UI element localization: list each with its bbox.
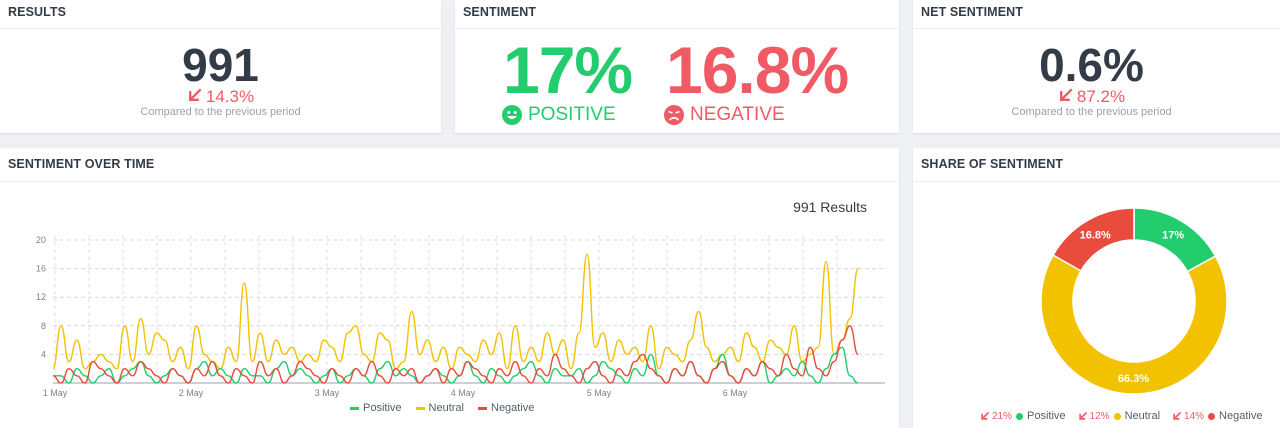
x-tick-label: 3 May	[315, 388, 340, 398]
net-sentiment-change: 87.2%	[913, 87, 1280, 107]
results-count-label: 991 Results	[793, 199, 867, 215]
legend-positive[interactable]: Positive	[350, 402, 402, 414]
negative-label: NEGATIVE	[664, 104, 785, 126]
donut-slice-label: 17%	[1162, 230, 1184, 242]
donut-slice-neutral[interactable]	[1040, 254, 1228, 395]
share-neutral-label: Neutral	[1124, 410, 1161, 422]
x-tick-label: 1 May	[43, 388, 68, 398]
results-card: RESULTS 991 14.3% Compared to the previo…	[0, 0, 441, 133]
share-donut-chart: 17% 66.3% 16.8%	[1040, 207, 1228, 395]
legend-positive-label: Positive	[363, 402, 402, 414]
share-positive-change: 21%	[992, 410, 1013, 422]
arrow-down-left-icon	[1059, 88, 1073, 102]
series-line-negative[interactable]	[52, 325, 859, 384]
sentiment-over-time-card: SENTIMENT OVER TIME 991 Results 4 8 12 16 20…	[0, 148, 899, 428]
share-of-sentiment-title: SHARE OF SENTIMENT	[913, 148, 1280, 182]
sentiment-card: SENTIMENT 17% 16.8% POSITIVE NEGATIVE	[455, 0, 899, 133]
legend-neutral[interactable]: Neutral	[415, 402, 464, 414]
net-sentiment-compare-text: Compared to the previous period	[1011, 106, 1172, 118]
x-tick-label: 6 May	[723, 388, 748, 398]
x-tick-label: 2 May	[179, 388, 204, 398]
arrow-down-left-icon	[188, 88, 202, 102]
share-legend: 21% Positive 12% Neutral 14% Negative	[980, 410, 1262, 422]
results-change-value: 14.3%	[205, 87, 255, 106]
legend-negative-label: Negative	[491, 402, 535, 414]
share-of-sentiment-card: SHARE OF SENTIMENT 17% 66.3% 16.8%	[913, 148, 1280, 428]
results-change: 14.3%	[0, 87, 441, 107]
share-neutral-change: 12%	[1089, 410, 1110, 422]
arrow-down-left-icon	[1078, 411, 1087, 420]
smile-icon	[502, 105, 522, 125]
sentiment-over-time-title: SENTIMENT OVER TIME	[0, 148, 899, 182]
donut-slice-label: 16.8%	[1080, 229, 1111, 241]
series-line-positive[interactable]	[52, 346, 859, 384]
y-tick-label: 8	[41, 321, 46, 331]
sentiment-line-chart: 4 8 12 16 20 1 May 2 May 3 May 4 May 5 May 6 May	[36, 235, 885, 398]
sentiment-title: SENTIMENT	[455, 0, 899, 29]
results-compare-text: Compared to the previous period	[140, 106, 301, 118]
y-tick-label: 12	[36, 292, 46, 302]
y-tick-label: 20	[36, 235, 46, 245]
arrow-down-left-icon	[1173, 411, 1182, 420]
line-chart-legend: Positive Neutral Negative	[350, 402, 548, 414]
frown-icon	[664, 105, 684, 125]
net-sentiment-card: NET SENTIMENT 0.6% 87.2% Compared to the…	[913, 0, 1280, 133]
positive-label-text: POSITIVE	[528, 104, 616, 125]
positive-percent: 17%	[503, 33, 633, 107]
net-sentiment-change-value: 87.2%	[1076, 87, 1126, 106]
share-legend-positive[interactable]: 21% Positive	[980, 410, 1066, 422]
x-tick-label: 4 May	[451, 388, 476, 398]
share-negative-change: 14%	[1184, 410, 1205, 422]
x-tick-label: 5 May	[587, 388, 612, 398]
results-title: RESULTS	[0, 0, 441, 29]
share-negative-label: Negative	[1219, 410, 1263, 422]
negative-label-text: NEGATIVE	[690, 104, 785, 125]
legend-negative[interactable]: Negative	[478, 402, 534, 414]
share-legend-negative[interactable]: 14% Negative	[1172, 410, 1262, 422]
series-line-neutral[interactable]	[52, 253, 859, 370]
y-tick-label: 4	[41, 349, 46, 359]
net-sentiment-value: 0.6%	[1039, 39, 1144, 91]
arrow-down-left-icon	[981, 411, 990, 420]
donut-slice-negative[interactable]	[1052, 207, 1135, 272]
y-tick-label: 16	[36, 264, 46, 274]
donut-slice-label: 66.3%	[1118, 373, 1149, 385]
net-sentiment-title: NET SENTIMENT	[913, 0, 1280, 29]
positive-label: POSITIVE	[502, 104, 616, 126]
results-value: 991	[182, 39, 259, 91]
legend-neutral-label: Neutral	[428, 402, 464, 414]
negative-percent: 16.8%	[666, 33, 849, 107]
share-legend-neutral[interactable]: 12% Neutral	[1078, 410, 1160, 422]
share-positive-label: Positive	[1027, 410, 1066, 422]
